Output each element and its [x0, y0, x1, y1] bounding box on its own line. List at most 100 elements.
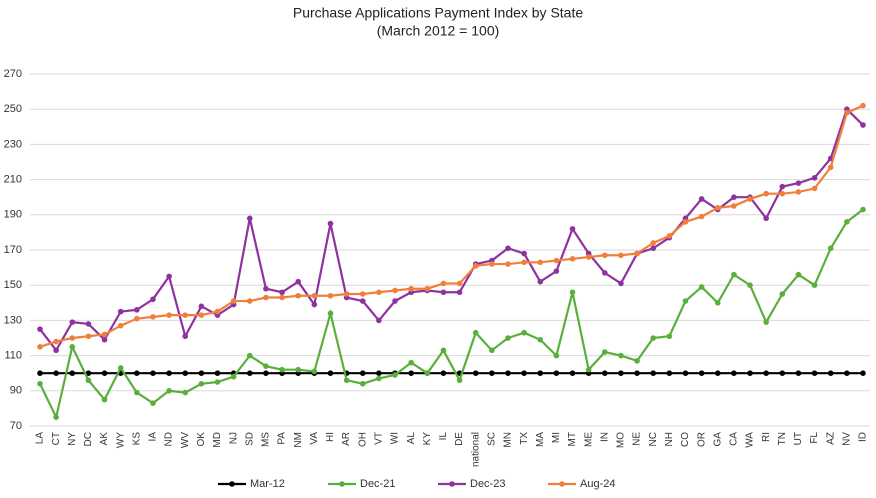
x-tick-label: MN	[503, 432, 514, 448]
data-point	[182, 389, 189, 396]
data-point	[650, 240, 657, 246]
data-point	[198, 380, 205, 387]
data-point	[618, 252, 624, 259]
data-point	[246, 370, 253, 377]
data-point	[101, 370, 108, 377]
x-tick-label: KY	[422, 432, 433, 446]
data-point	[69, 344, 76, 350]
data-point	[53, 414, 59, 421]
data-point	[634, 250, 640, 257]
legend-label: Dec-23	[470, 478, 505, 490]
x-tick-label: KS	[131, 432, 142, 446]
data-point	[489, 370, 495, 377]
data-point	[327, 370, 334, 377]
data-point	[553, 352, 560, 359]
chart-title: Purchase Applications Payment Index by S…	[293, 5, 583, 21]
data-point	[618, 280, 624, 287]
data-point	[359, 380, 366, 387]
data-point	[553, 268, 560, 274]
data-point	[747, 196, 753, 202]
data-point	[585, 366, 592, 373]
x-tick-label: CO	[680, 432, 691, 447]
x-tick-label: NH	[664, 432, 675, 446]
data-point	[634, 370, 640, 377]
data-point	[327, 220, 334, 227]
data-point	[521, 250, 527, 257]
x-tick-label: NC	[648, 432, 659, 446]
data-point	[537, 336, 544, 343]
data-point	[472, 370, 479, 377]
data-point	[359, 298, 366, 304]
data-point	[650, 335, 657, 341]
data-point	[811, 175, 818, 181]
y-tick-label: 210	[4, 174, 22, 186]
data-point	[101, 396, 108, 403]
data-point	[731, 203, 737, 209]
data-point	[860, 102, 866, 109]
legend-marker	[339, 481, 345, 487]
data-point	[537, 370, 544, 377]
data-point	[440, 280, 447, 287]
x-tick-label: RI	[761, 432, 772, 442]
data-point	[134, 389, 140, 396]
data-point	[37, 344, 43, 350]
data-point	[69, 319, 76, 325]
data-point	[714, 370, 721, 377]
data-point	[408, 370, 414, 377]
data-point	[537, 259, 544, 266]
x-tick-label: AR	[341, 432, 352, 446]
data-point	[456, 280, 463, 287]
data-point	[295, 366, 301, 373]
data-point	[198, 312, 205, 318]
data-point	[763, 319, 769, 325]
data-point	[553, 257, 560, 264]
data-point	[359, 291, 366, 297]
data-point	[134, 315, 140, 322]
data-point	[263, 294, 269, 301]
data-point	[343, 377, 350, 384]
data-point	[731, 271, 737, 278]
y-tick-label: 190	[4, 209, 22, 221]
data-point	[246, 352, 253, 359]
x-tick-label: OR	[696, 432, 707, 447]
data-point	[714, 300, 721, 306]
x-tick-label: WA	[745, 432, 756, 448]
data-point	[472, 329, 479, 336]
data-point	[569, 370, 576, 377]
data-point	[456, 289, 463, 296]
data-point	[472, 263, 479, 269]
data-point	[440, 370, 447, 377]
y-tick-label: 110	[4, 350, 22, 362]
data-point	[521, 259, 527, 266]
data-point	[101, 331, 108, 338]
data-point	[117, 365, 124, 371]
data-point	[650, 370, 657, 377]
x-tick-label: SD	[244, 432, 255, 446]
x-tick-label: MO	[616, 432, 627, 448]
y-tick-label: 250	[4, 103, 22, 115]
data-point	[618, 370, 624, 377]
data-point	[424, 285, 431, 292]
data-point	[37, 326, 43, 333]
data-point	[747, 282, 753, 289]
data-point	[279, 366, 285, 373]
x-tick-label: OK	[196, 432, 207, 447]
data-point	[295, 292, 301, 299]
y-tick-label: 170	[4, 244, 22, 256]
data-point	[827, 164, 834, 171]
data-point	[230, 298, 237, 304]
data-point	[150, 400, 156, 406]
x-tick-label: CA	[729, 432, 740, 446]
data-point	[182, 370, 189, 377]
x-tick-label: WI	[390, 432, 401, 444]
data-point	[101, 336, 108, 343]
x-tick-label: VA	[309, 432, 320, 445]
data-point	[408, 285, 414, 292]
data-point	[53, 338, 59, 345]
data-point	[134, 307, 140, 313]
data-point	[844, 219, 850, 225]
data-point	[456, 377, 463, 384]
data-point	[327, 310, 334, 317]
legend-label: Aug-24	[580, 478, 615, 490]
data-point	[263, 285, 269, 292]
